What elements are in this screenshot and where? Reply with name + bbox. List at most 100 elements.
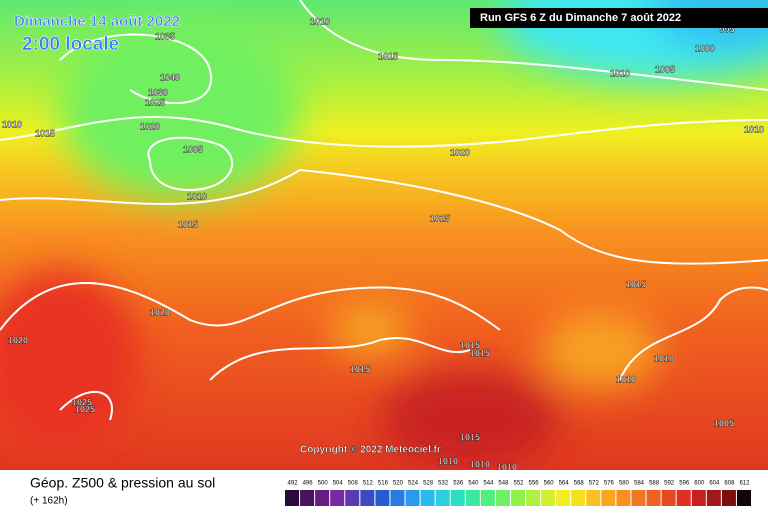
scale-swatch [495,490,510,506]
scale-label: 496 [303,481,314,487]
scale-swatch [706,490,721,506]
scale-swatch [526,490,541,506]
scale-swatch [330,490,345,506]
scale-swatch [345,490,360,506]
isobar-label: 1005 [183,144,203,154]
isobar-label: 1015 [460,340,480,350]
scale-label: 540 [468,481,479,487]
isobar-label: 1020 [150,307,170,317]
isobar-label: 1030 [148,87,168,97]
scale-swatch [435,490,450,506]
copyright: Copyright © 2022 Meteociel.fr [300,445,441,456]
scale-label: 556 [529,481,540,487]
isobar-label: 1015 [470,348,490,358]
scale-label: 560 [544,481,555,487]
local-time: 2:00 locale [22,34,119,55]
scale-swatch [390,490,405,506]
scale-label: 572 [589,481,600,487]
isobar-label: 1025 [430,213,450,223]
scale-swatch [450,490,465,506]
scale-swatch [465,490,480,506]
isobar-label: 1040 [160,72,180,82]
scale-swatch [360,490,375,506]
scale-label: 512 [363,481,374,487]
isobars [0,0,768,420]
isobar-label: 995 [719,24,734,34]
scale-label: 532 [438,481,449,487]
scale-label: 528 [423,481,434,487]
scale-swatch [631,490,646,506]
forecast-lead: (+ 162h) [30,496,68,507]
isobar-label: 1020 [450,147,470,157]
scale-swatch [721,490,736,506]
scale-label: 588 [649,481,660,487]
isobar-label: 1010 [654,353,674,363]
isobar-label: 1020 [140,121,160,131]
scale-swatch [285,490,300,506]
scale-swatch [586,490,601,506]
scale-label: 564 [559,481,570,487]
scale-swatch [571,490,586,506]
scale-label: 568 [574,481,585,487]
isobar-label: 1010 [187,191,207,201]
isobar-label: 1015 [460,432,480,442]
scale-label: 596 [679,481,690,487]
scale-swatch [375,490,390,506]
scale-swatch [616,490,631,506]
scale-label: 600 [694,481,705,487]
scale-swatch [480,490,495,506]
isobar-label: 1020 [8,335,28,345]
scale-swatch [541,490,556,506]
scale-label: 520 [393,481,404,487]
footer-title: Géop. Z500 & pression au sol [30,475,215,491]
isobar-labels: 1010 1035 1040 1030 1025 1020 1005 1010 … [2,16,764,472]
valid-date: Dimanche 14 août 2022 [14,13,180,30]
scale-swatch [691,490,706,506]
isobar-label: 1010 [744,124,764,134]
scale-label: 548 [498,481,509,487]
isobar-label: 1015 [35,128,55,138]
scale-swatch [646,490,661,506]
isobar-label: 1010 [2,119,22,129]
scale-label: 508 [348,481,359,487]
scale-label: 500 [318,481,329,487]
isobar-label: 1015 [178,219,198,229]
scale-label: 504 [333,481,344,487]
scale-label: 612 [739,481,750,487]
scale-label: 608 [724,481,735,487]
isobar-label: 1010 [610,68,630,78]
scale-swatch [300,490,315,506]
isobar-label: 1025 [75,404,95,414]
isobar-label: 1005 [714,418,734,428]
run-box [470,8,768,28]
isobar-label: 1010 [470,459,490,469]
isobar-label: 1000 [695,43,715,53]
scale-swatch [420,490,435,506]
isobar-label: 1010 [616,374,636,384]
scale-label: 552 [513,481,524,487]
scale-swatch [676,490,691,506]
isobar-label: 1035 [155,31,175,41]
scale-label: 516 [378,481,389,487]
isobar-label: 1005 [655,64,675,74]
isobar-label: 1015 [350,364,370,374]
color-scale: 492 496 500 504 508 512 516 520 524 528 532 536 540 5… [285,481,751,506]
isobar-label: 1025 [145,97,165,107]
scale-swatch [736,490,751,506]
isobar-label: 1015 [626,279,646,289]
scale-label: 544 [483,481,494,487]
scale-swatch [601,490,616,506]
field [0,0,768,470]
scale-label: 536 [453,481,464,487]
scale-label: 592 [664,481,675,487]
scale-swatch [315,490,330,506]
scale-label: 580 [619,481,630,487]
scale-label: 584 [634,481,645,487]
scale-swatch [510,490,526,506]
isobar-label: 1015 [378,51,398,61]
scale-swatch [405,490,420,506]
isobar-label: 1010 [310,16,330,26]
isobar-label: 1010 [497,462,517,472]
scale-label: 604 [709,481,720,487]
